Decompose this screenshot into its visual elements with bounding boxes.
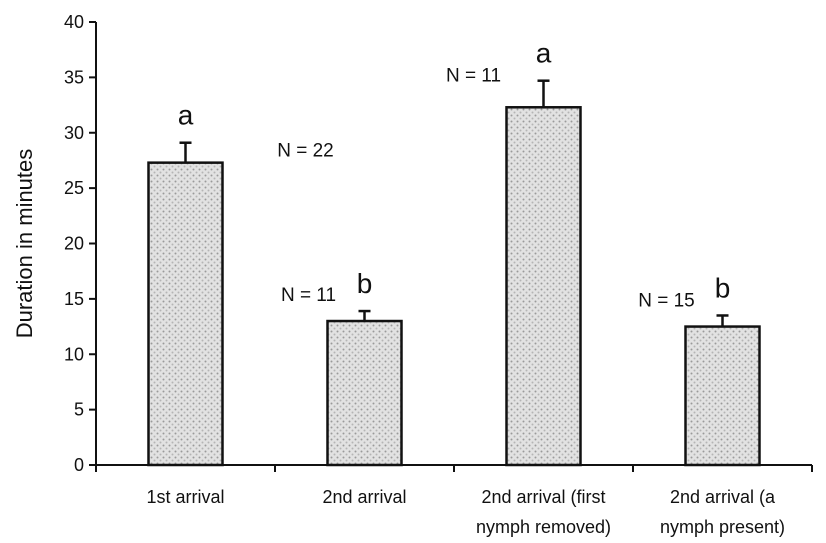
- bar: [326, 319, 403, 467]
- x-category-label: 2nd arrival (first: [481, 487, 605, 507]
- y-tick-label: 0: [74, 455, 84, 475]
- bar: [684, 325, 761, 467]
- x-category-label: nymph present): [660, 517, 785, 537]
- sample-size-label: N = 11: [281, 285, 336, 306]
- sample-size-label: N = 22: [277, 141, 334, 162]
- sample-size-label: N = 15: [638, 291, 695, 312]
- y-tick-label: 5: [74, 400, 84, 420]
- bar: [147, 161, 224, 467]
- significance-letter: a: [536, 38, 552, 69]
- y-axis-label: Duration in minutes: [12, 149, 37, 339]
- x-category-label: 2nd arrival: [322, 487, 406, 507]
- y-tick-label: 25: [64, 178, 84, 198]
- x-category-label: nymph removed): [476, 517, 611, 537]
- y-tick-label: 35: [64, 67, 84, 87]
- significance-letter: b: [715, 272, 731, 303]
- y-tick-label: 20: [64, 234, 84, 254]
- labels: a N = 22 1st arrival b N = 11 2nd arrival a N =…: [146, 38, 785, 537]
- x-category-label: 1st arrival: [146, 487, 224, 507]
- y-tick-label: 15: [64, 289, 84, 309]
- significance-letter: b: [357, 268, 373, 299]
- sample-size-label: N = 11: [446, 65, 501, 86]
- y-tick-label: 30: [64, 123, 84, 143]
- x-category-label: 2nd arrival (a: [670, 487, 776, 507]
- y-tick-label: 40: [64, 12, 84, 32]
- bar: [505, 106, 582, 467]
- y-tick-label: 10: [64, 344, 84, 364]
- bars: [147, 79, 761, 467]
- significance-letter: a: [178, 100, 194, 131]
